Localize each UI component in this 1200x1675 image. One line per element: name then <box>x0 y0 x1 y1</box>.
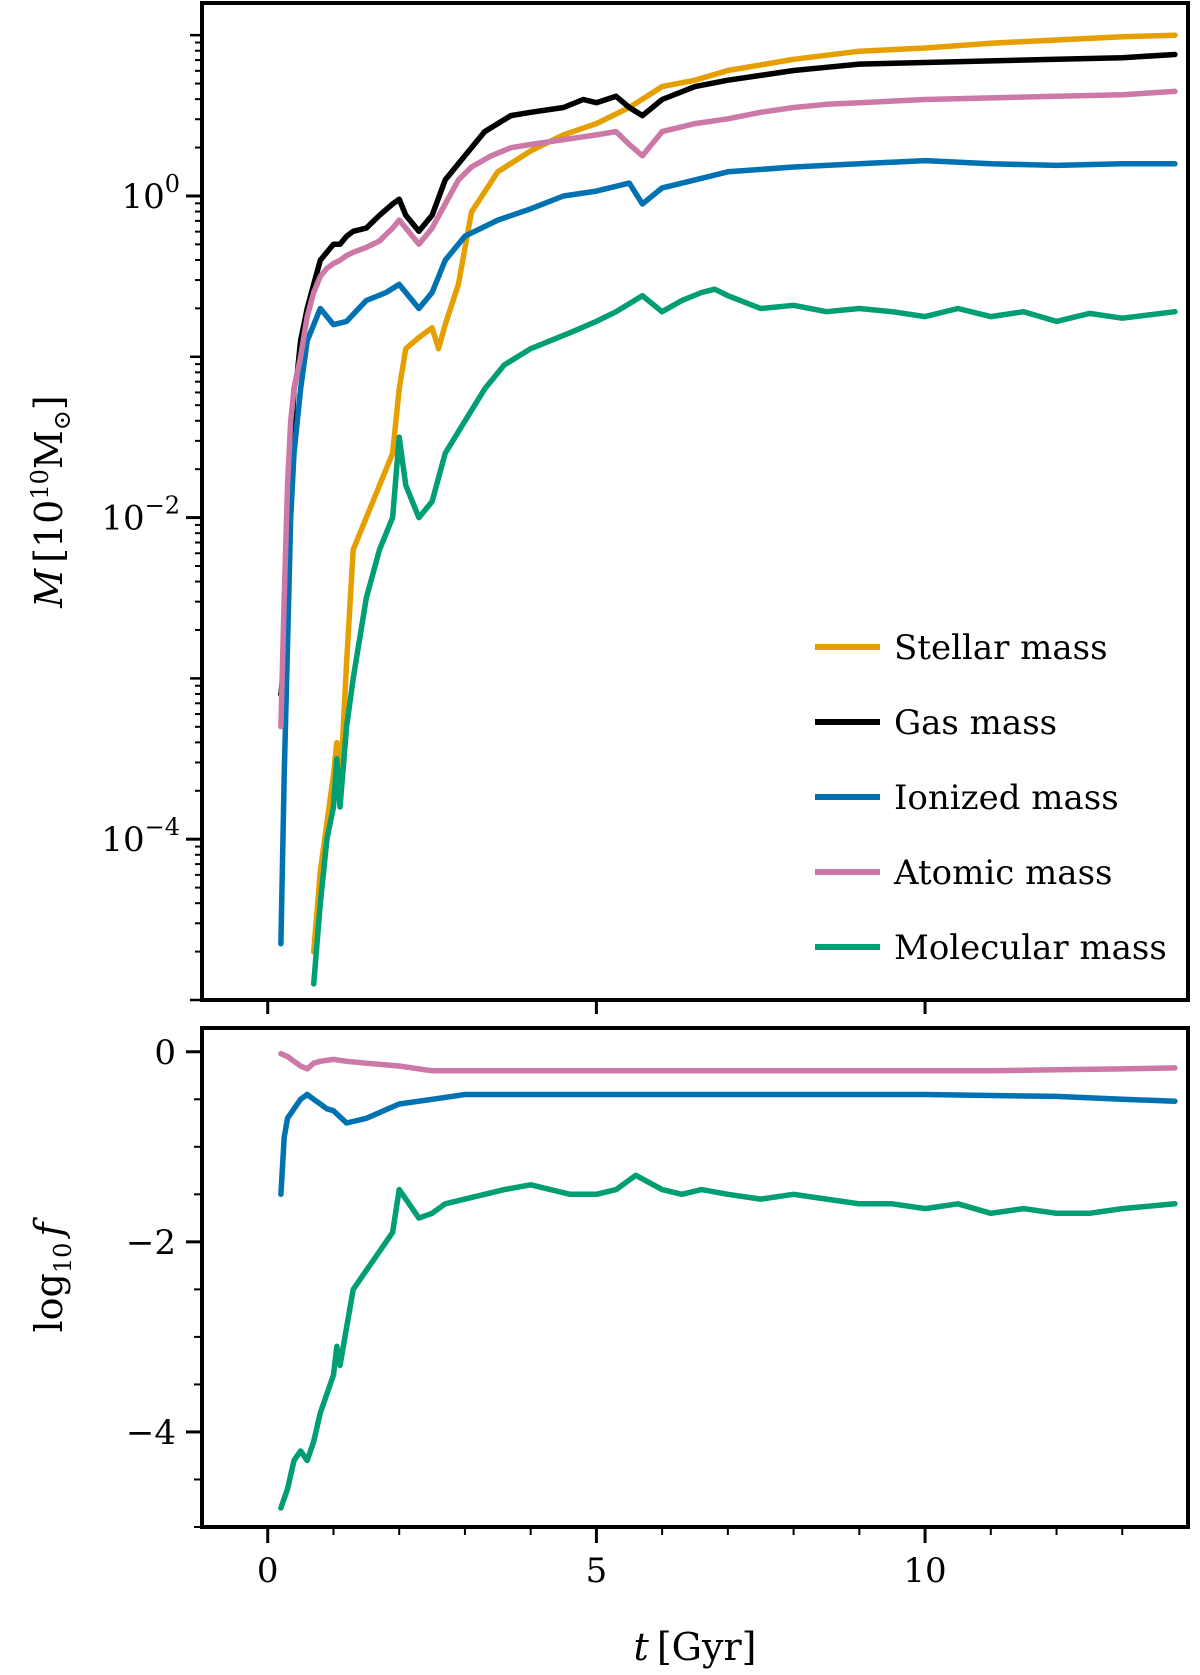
mass-line-molecular-mass <box>310 286 1178 987</box>
mass-y-label-lbr: [10 <box>27 500 71 563</box>
legend-label: Ionized mass <box>894 778 1119 818</box>
mass-y-label-sub: ⊙ <box>48 410 76 430</box>
mass-y-tick-base: 10 <box>101 499 144 539</box>
legend-entry-molecular-mass: Molecular mass <box>815 928 1167 968</box>
fraction-y-label-main: log <box>27 1273 71 1332</box>
fraction-line-ionized-mass <box>278 1091 1178 1198</box>
legend-entry-stellar-mass: Stellar mass <box>815 628 1108 668</box>
mass-y-tick-base: 10 <box>101 820 144 860</box>
fraction-y-label-sub: 10 <box>49 1243 77 1274</box>
x-tick-label: 5 <box>586 1551 608 1591</box>
legend-entry-gas-mass: Gas mass <box>815 703 1057 743</box>
mass-y-label-exp: 10 <box>26 469 54 500</box>
mass-y-tick-base: 10 <box>121 177 164 217</box>
legend-label: Gas mass <box>894 703 1057 743</box>
fraction-x-ticks: 0 5 10 <box>257 1527 1124 1591</box>
fraction-y-tick-label: 0 <box>154 1033 176 1073</box>
legend-label: Atomic mass <box>893 853 1112 893</box>
mass-line-gas-mass <box>278 51 1178 698</box>
panel-fraction: 0−2−4 0 5 10 log10f t [Gyr] <box>27 1026 1190 1669</box>
x-tick-label: 10 <box>903 1551 946 1591</box>
mass-y-tick-label: 10−4 <box>101 813 180 860</box>
legend-label: Molecular mass <box>894 928 1167 968</box>
fraction-y-tick-label: −2 <box>126 1223 176 1263</box>
legend-entry-ionized-mass: Ionized mass <box>815 778 1119 818</box>
mass-line-atomic-mass <box>278 88 1178 730</box>
fraction-series-group <box>278 1050 1178 1511</box>
legend-entry-atomic-mass: Atomic mass <box>815 853 1112 893</box>
mass-series-group <box>278 32 1178 987</box>
legend: Stellar mass Gas mass Ionized mass Atomic m… <box>815 628 1167 968</box>
mass-y-label-rbr: ] <box>27 395 71 410</box>
mass-y-tick-label: 100 <box>121 170 180 217</box>
fraction-y-ticks: 0 −2 −4 <box>126 1033 202 1528</box>
fraction-line-molecular-mass <box>278 1172 1178 1511</box>
mass-y-tick-label: 10−2 <box>101 492 180 539</box>
fraction-line-atomic-mass <box>278 1050 1178 1074</box>
mass-y-label-unit: M <box>27 430 71 469</box>
mass-y-tick-exponent: −4 <box>145 813 180 841</box>
x-tick-label: 0 <box>257 1551 279 1591</box>
fraction-plot-frame <box>200 1026 1190 1529</box>
mass-y-label-main: M <box>27 568 71 609</box>
x-label-main: t <box>634 1625 650 1669</box>
mass-plot-frame <box>200 1 1190 1002</box>
legend-label: Stellar mass <box>894 628 1108 668</box>
mass-line-stellar-mass <box>310 32 1178 955</box>
mass-x-ticks <box>266 1000 927 1014</box>
x-axis-label: t [Gyr] <box>634 1625 757 1669</box>
mass-y-tick-exponent: −2 <box>145 492 180 520</box>
mass-y-tick-exponent: 0 <box>165 170 180 198</box>
fraction-y-axis-label: log10 f <box>27 1217 77 1333</box>
fraction-y-tick-label: −4 <box>126 1413 176 1453</box>
mass-y-axis-label: M[1010M⊙] <box>26 395 76 609</box>
fraction-y-label-var: f <box>27 1217 71 1240</box>
x-label-unit: [Gyr] <box>657 1625 757 1669</box>
mass-line-ionized-mass <box>278 157 1178 947</box>
